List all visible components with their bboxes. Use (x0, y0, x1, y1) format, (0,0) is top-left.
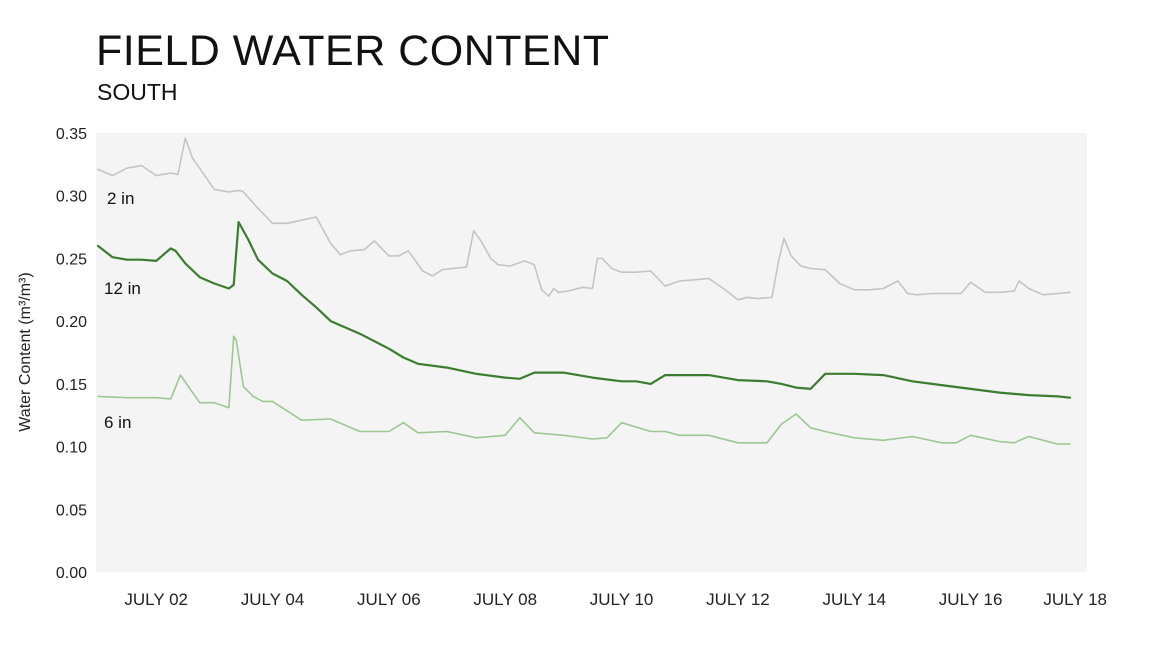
y-tick-label: 0.05 (56, 502, 87, 519)
chart-subtitle: SOUTH (97, 79, 178, 105)
chart-title: FIELD WATER CONTENT (96, 27, 610, 75)
x-tick-label: JULY 02 (124, 590, 188, 609)
series-label: 2 in (107, 189, 134, 208)
y-tick-label: 0.30 (56, 189, 87, 206)
y-tick-label: 0.15 (56, 377, 87, 394)
x-tick-label: JULY 12 (706, 590, 770, 609)
series-label: 6 in (104, 413, 131, 432)
x-axis: JULY 02 JULY 04 JULY 06 JULY 08 JULY 10 JULY … (124, 590, 1107, 609)
x-tick-label: JULY 14 (822, 590, 886, 609)
series-line-6in (97, 335, 1071, 445)
y-tick-label: 0.35 (56, 126, 87, 143)
y-tick-label: 0.25 (56, 251, 87, 268)
x-tick-label: JULY 18 (1043, 590, 1107, 609)
y-tick-label: 0.20 (56, 314, 87, 331)
y-tick-label: 0.10 (56, 440, 87, 457)
y-axis: 0.00 0.05 0.10 0.15 0.20 0.25 0.30 0.35 (56, 126, 87, 582)
series-line-12in (96, 221, 1072, 399)
x-tick-label: JULY 16 (939, 590, 1003, 609)
series-label: 12 in (104, 279, 141, 298)
plot-area (96, 133, 1087, 572)
series-line-2in (97, 137, 1071, 301)
y-tick-label: 0.00 (56, 565, 87, 582)
x-tick-label: JULY 04 (241, 590, 305, 609)
x-tick-label: JULY 06 (357, 590, 421, 609)
series-labels: 2 in 12 in 6 in (104, 189, 141, 432)
x-tick-label: JULY 08 (473, 590, 537, 609)
x-tick-label: JULY 10 (590, 590, 654, 609)
series-lines (96, 137, 1072, 445)
y-axis-label: Water Content (m³/m³) (17, 272, 34, 431)
